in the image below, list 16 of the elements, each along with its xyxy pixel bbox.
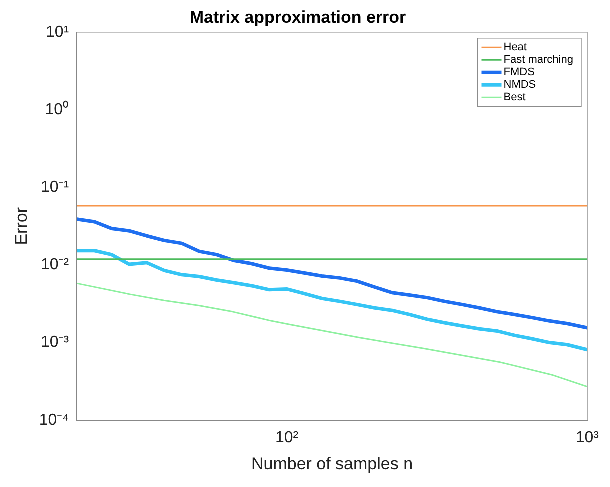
legend-label: Best	[504, 92, 526, 104]
y-tick-label: 10¹	[46, 24, 70, 41]
y-tick-label: 10⁻³	[40, 334, 70, 352]
legend-label: NMDS	[504, 79, 536, 92]
legend-label: FMDS	[504, 66, 535, 79]
y-tick-label: 10⁻²	[40, 256, 70, 274]
y-tick-label: 10⁰	[45, 100, 70, 118]
y-tick-label: 10⁻¹	[40, 179, 70, 196]
legend-label: Fast marching	[504, 54, 574, 66]
x-axis-title: Number of samples n	[251, 454, 414, 474]
chart-title: Matrix approximation error	[190, 8, 407, 27]
x-tick-label: 10³	[576, 429, 600, 446]
x-tick-label: 10²	[275, 429, 300, 446]
y-tick-label: 10⁻⁴	[39, 412, 70, 429]
y-axis-title: Error	[12, 207, 31, 246]
legend-label: Heat	[504, 42, 527, 54]
